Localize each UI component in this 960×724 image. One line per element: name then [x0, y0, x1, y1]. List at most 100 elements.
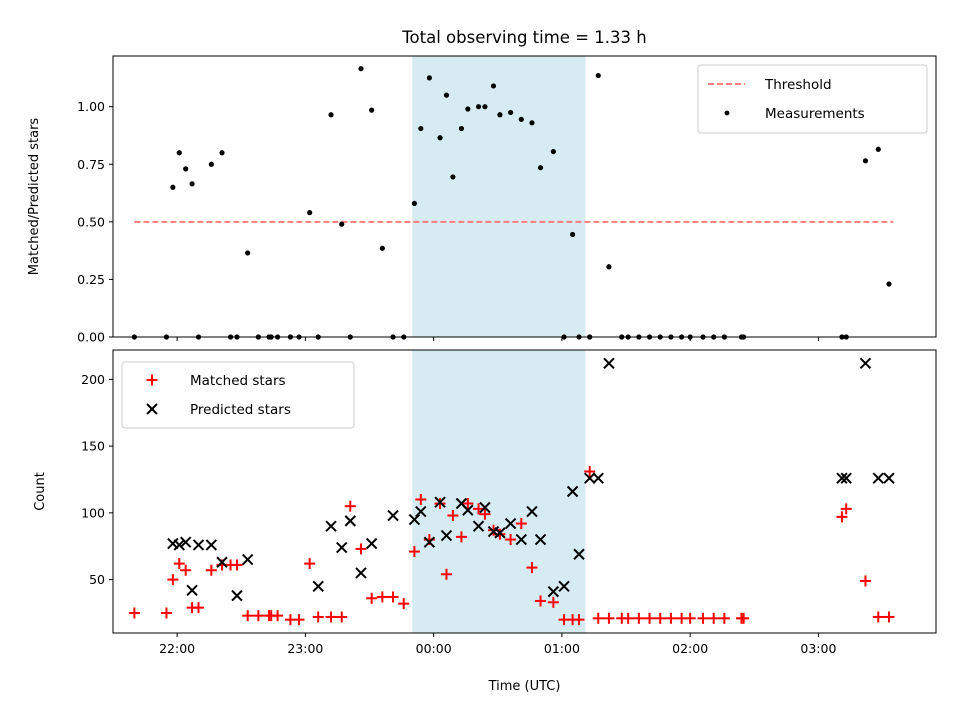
- matched-star-point: [479, 508, 491, 520]
- predicted-star-point: [205, 539, 218, 551]
- matched-star-point: [173, 558, 185, 570]
- predicted-star-point: [462, 504, 474, 516]
- predicted-stars-legend-label: Predicted stars: [190, 402, 291, 418]
- matched-star-point: [376, 591, 388, 603]
- measurement-point: [426, 75, 432, 81]
- matched-star-point: [447, 510, 459, 522]
- matched-star-point: [304, 558, 316, 570]
- predicted-star-point: [336, 541, 348, 554]
- matched-star-point: [355, 543, 367, 555]
- measurement-point: [862, 158, 869, 164]
- matched-star-point: [325, 611, 337, 623]
- predicted-star-point: [558, 580, 570, 592]
- measurement-point: [550, 148, 556, 155]
- matched-star-point: [440, 568, 452, 580]
- matched-stars-legend-marker: [146, 374, 158, 386]
- predicted-star-point: [883, 472, 895, 484]
- predicted-star-point: [573, 548, 585, 560]
- measurement-point: [369, 107, 375, 113]
- matched-star-point: [592, 612, 604, 624]
- ratio-y-tick-label: 1.00: [77, 99, 105, 114]
- matched-star-point: [505, 534, 517, 546]
- predicted-stars-legend-marker: [146, 403, 158, 415]
- measurement-point: [482, 104, 488, 110]
- count-plot-frame: [112, 349, 937, 634]
- matched-star-point: [193, 602, 205, 614]
- matched-star-point: [415, 494, 427, 506]
- predicted-star-point: [434, 496, 446, 508]
- matched-star-point: [859, 575, 871, 587]
- measurement-point: [183, 166, 189, 172]
- predicted-star-point: [312, 580, 324, 592]
- measurement-point: [518, 116, 524, 122]
- predicted-star-point: [515, 533, 528, 546]
- measurement-point: [219, 150, 225, 156]
- ratio-y-tick-label: 0.00: [77, 330, 105, 345]
- measurement-point: [886, 281, 892, 287]
- count-y-tick-label: 50: [89, 572, 105, 587]
- matched-star-point: [231, 559, 243, 571]
- matched-stars-legend-label: Matched stars: [190, 373, 286, 389]
- matched-star-point: [515, 518, 527, 530]
- matched-star-point: [167, 574, 179, 586]
- count-y-axis: 50 100 150 200: [81, 372, 113, 587]
- x-tick-label: 00:00: [416, 641, 452, 656]
- predicted-star-point: [192, 539, 205, 551]
- predicted-star-point: [603, 357, 615, 370]
- chart-title: Total observing time = 1.33 h: [401, 28, 646, 47]
- measurement-point: [490, 83, 497, 89]
- matched-star-point: [718, 612, 730, 624]
- predicted-star-point: [566, 485, 579, 498]
- matched-star-point: [738, 612, 750, 624]
- measurement-point: [569, 231, 576, 238]
- observing-window-shade: [412, 56, 586, 337]
- matched-star-point: [272, 610, 284, 622]
- matched-star-point: [883, 611, 895, 623]
- measurement-point: [475, 104, 482, 110]
- count-y-tick-label: 200: [81, 372, 105, 387]
- predicted-star-point: [179, 536, 192, 548]
- predicted-star-point: [365, 537, 378, 550]
- measurement-point: [508, 109, 514, 116]
- x-tick-label: 03:00: [800, 641, 836, 656]
- measurement-point: [437, 135, 443, 141]
- ratio-legend-box: [697, 64, 928, 134]
- matched-star-point: [697, 612, 709, 624]
- predicted-star-point: [592, 472, 604, 484]
- matched-star-point: [462, 498, 474, 510]
- matched-star-point: [242, 610, 254, 622]
- measurement-point: [606, 264, 612, 270]
- x-tick-label: 23:00: [287, 641, 323, 656]
- matched-star-point: [644, 612, 656, 624]
- matched-star-point: [573, 614, 585, 626]
- count-legend: Matched stars Predicted stars: [121, 361, 355, 429]
- predicted-star-point: [387, 509, 399, 522]
- x-axis-label: Time (UTC): [488, 679, 561, 694]
- measurement-point: [379, 245, 385, 251]
- measurement-point: [450, 174, 456, 180]
- measurement-point: [245, 250, 251, 256]
- observing-window-shade: [412, 350, 586, 633]
- predicted-star-point: [408, 513, 421, 526]
- x-tick-label: 02:00: [672, 641, 708, 656]
- predicted-star-point: [836, 472, 848, 484]
- predicted-stars-legend-swatch: [146, 403, 158, 415]
- ratio-panel: 0.00 0.25 0.50 0.75 1.00 Total observing tim…: [27, 28, 937, 345]
- measurement-point: [307, 210, 313, 216]
- predicted-star-point: [872, 472, 884, 484]
- matched-star-point: [654, 612, 666, 624]
- measurement-point: [176, 150, 182, 156]
- matched-star-point: [603, 612, 615, 624]
- x-tick-label: 01:00: [544, 641, 580, 656]
- predicted-star-point: [526, 505, 538, 518]
- x-tick-label: 22:00: [159, 641, 195, 656]
- measurements-legend-swatch: [724, 110, 730, 116]
- measurement-point: [328, 112, 334, 118]
- matched-star-point: [547, 596, 559, 608]
- predicted-star-point: [583, 472, 596, 484]
- predicted-star-point: [494, 527, 506, 539]
- measurement-point: [208, 161, 214, 167]
- matched-star-point: [312, 611, 324, 623]
- predicted-star-point: [440, 529, 453, 542]
